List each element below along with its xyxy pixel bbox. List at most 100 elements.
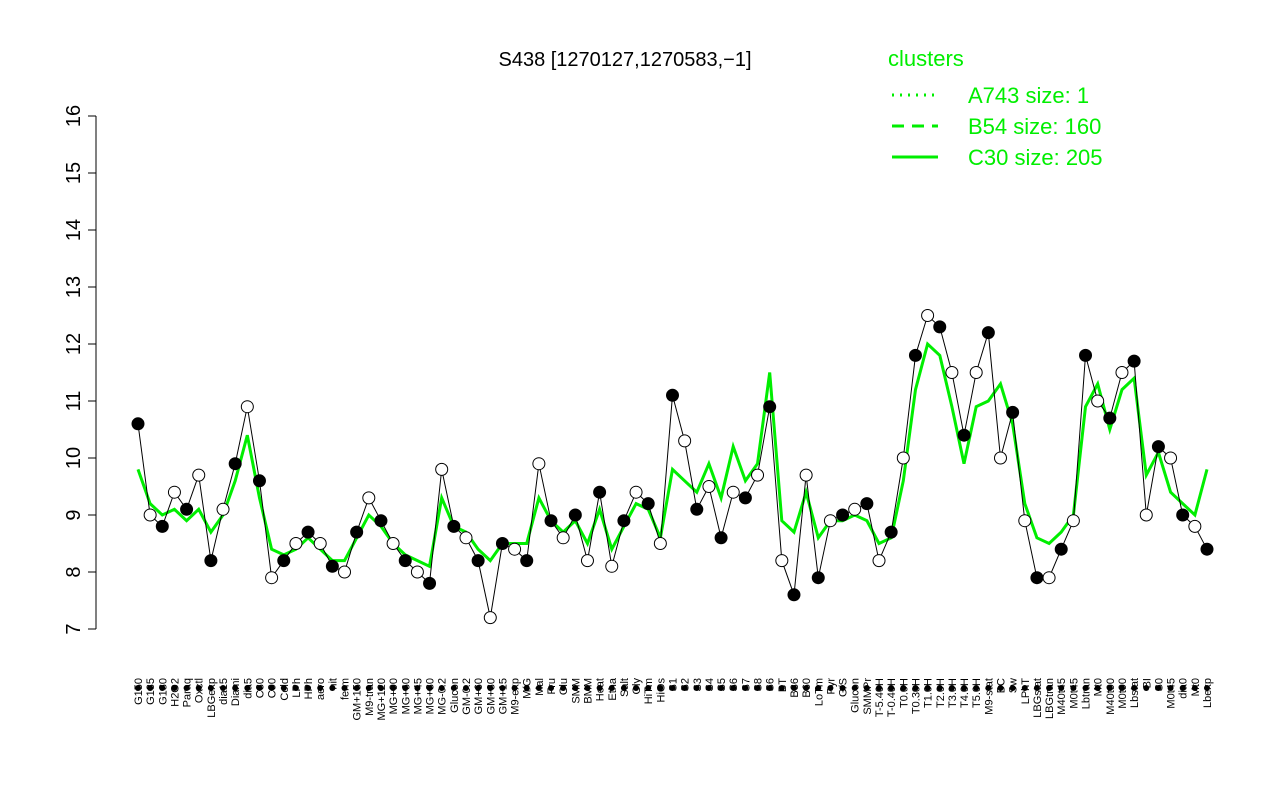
x-tick-label: G150 [133,678,145,705]
x-tick-dot [778,685,785,691]
data-point [325,559,339,573]
data-point [738,491,752,505]
legend-title: clusters [888,46,964,71]
x-tick-dot [912,685,919,691]
x-tick-dot [633,685,640,691]
x-tick-dot [985,685,992,691]
data-point [617,514,631,528]
x-tick-dot [863,685,870,691]
y-tick-label: 12 [63,333,85,355]
x-tick-dot [657,685,664,691]
x-tick-dot [1131,685,1138,691]
x-tick-dot [195,685,202,691]
data-point [702,480,716,493]
x-tick-dot [1033,685,1040,691]
x-tick-dot [1155,685,1162,691]
x-tick-label: MG+60 [400,678,412,714]
data-point [374,514,388,528]
data-point [131,417,145,431]
data-point [180,502,194,516]
data-point [398,554,412,568]
x-tick-dot [1009,685,1016,691]
data-point [350,525,364,539]
data-point [204,554,218,568]
x-tick-label: GM+150 [352,678,364,721]
x-tick-dot [353,685,360,691]
x-tick-dot [1070,685,1077,691]
x-tick-label: MG+45 [412,678,424,714]
x-tick-label: nit [327,678,339,690]
y-tick-label: 8 [63,566,85,577]
x-tick-dot [1106,685,1113,691]
data-point [155,519,169,533]
x-tick-dot [827,685,834,691]
x-tick-dot [183,685,190,691]
x-tick-dot [560,685,567,691]
x-tick-dot [305,685,312,691]
x-tick-dot [377,685,384,691]
x-tick-label: M0t90 [1117,678,1129,709]
data-point [459,531,473,545]
x-tick-label: GM-0.2 [461,678,473,715]
x-tick-label: T5.0H [971,678,983,708]
data-point [678,434,692,448]
data-point [313,537,327,550]
x-tick-label: LoTm [813,678,825,706]
x-tick-dot [365,685,372,691]
data-point [751,468,765,482]
x-tick-dot [997,685,1004,691]
x-tick-label: H2O2 [169,678,181,707]
x-tick-label: MG+120 [376,678,388,721]
data-point [666,388,679,402]
x-tick-dot [876,685,883,691]
x-tick-dot [207,685,214,691]
x-tick-label: SMM [570,678,582,704]
x-tick-dot [499,685,506,691]
y-tick-label: 14 [63,219,85,241]
data-point [447,519,461,533]
data-point [933,320,947,334]
x-tick-label: LBGstat [1032,678,1044,718]
x-tick-dot [1021,685,1028,691]
data-point [167,485,181,499]
x-tick-label: T1.0H [923,678,935,708]
x-tick-label: LPhT [1020,678,1032,705]
x-tick-dot [1204,685,1210,691]
data-point [1188,519,1202,533]
x-tick-label: BI [1141,678,1153,688]
x-tick-label: MG+30 [425,678,437,714]
x-tick-label: G135 [145,678,157,705]
data-point [338,565,352,579]
data-point [265,571,279,585]
x-tick-dot [669,685,676,691]
data-point [1176,508,1190,522]
data-point [1164,451,1178,465]
x-tick-label: Glucon [850,678,862,713]
data-point [1079,348,1093,362]
x-tick-label: M0t45 [1068,678,1080,709]
x-tick-dot [1118,685,1125,691]
data-point [532,457,546,471]
data-point [216,502,230,516]
data-point [787,588,801,602]
data-point [483,611,497,625]
x-tick-dot [244,685,251,691]
data-point [1115,366,1129,379]
x-tick-dot [888,685,895,691]
x-tick-label: MG-0.2 [437,678,449,715]
data-point [848,502,862,516]
data-point [386,537,400,550]
data-point [277,554,291,568]
x-tick-dot [705,685,712,691]
x-tick-label: T0.0H [898,678,910,708]
data-point [435,462,449,476]
x-tick-label: G180 [157,678,169,705]
data-point [714,531,728,545]
data-point [410,565,424,579]
x-tick-dot [232,685,239,691]
data-point [629,485,643,499]
x-tick-label: T4.0H [959,678,971,708]
data-point [726,485,740,499]
x-tick-dot [256,685,263,691]
